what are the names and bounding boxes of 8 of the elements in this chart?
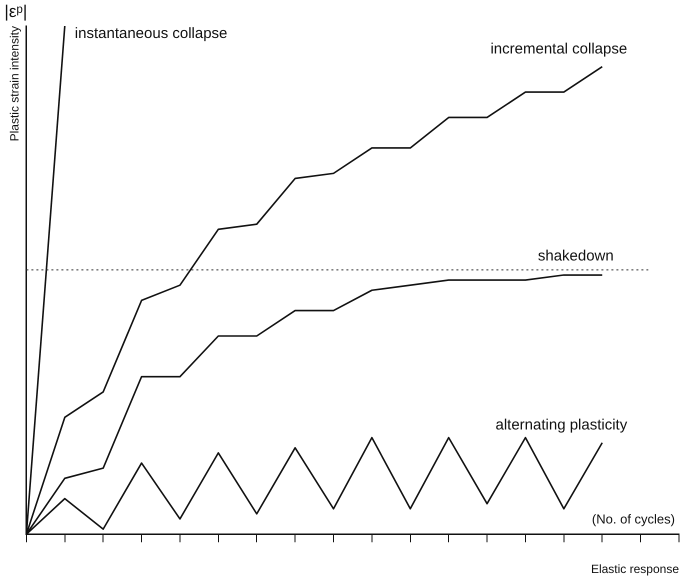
series-label: alternating plasticity	[495, 416, 628, 434]
annotation: (No. of cycles)	[592, 511, 675, 526]
y-axis-title: Plastic strain intensity	[8, 26, 22, 142]
x-axis-title: Elastic response	[590, 562, 680, 576]
series-label: instantaneous collapse	[74, 25, 228, 42]
ref-line-label: shakedown	[538, 248, 614, 265]
text: |εᵖ|	[4, 2, 28, 22]
series-label: incremental collapse	[490, 40, 628, 58]
